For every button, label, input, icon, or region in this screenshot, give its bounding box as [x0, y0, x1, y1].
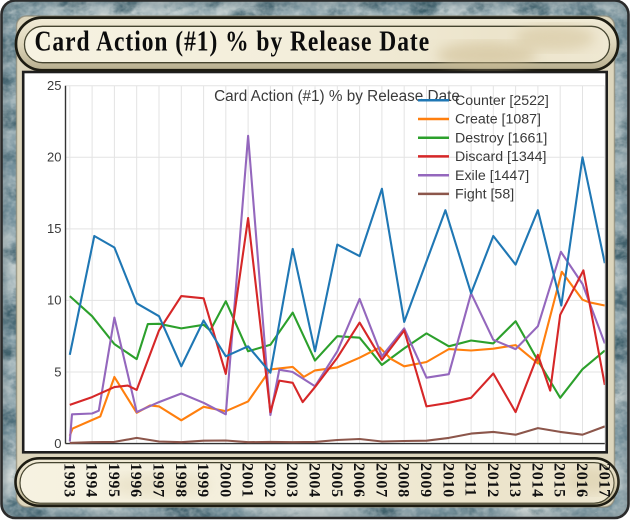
svg-text:Fight [58]: Fight [58]: [455, 187, 514, 203]
svg-text:0: 0: [54, 436, 61, 451]
svg-text:1995: 1995: [105, 463, 122, 498]
svg-text:2002: 2002: [261, 463, 278, 498]
svg-text:1994: 1994: [83, 463, 100, 498]
svg-text:2006: 2006: [350, 463, 367, 498]
svg-text:2016: 2016: [573, 463, 590, 498]
svg-text:Card Action (#1) % by Release: Card Action (#1) % by Release Date: [214, 88, 460, 105]
svg-text:2012: 2012: [484, 463, 501, 498]
svg-text:2003: 2003: [283, 463, 300, 498]
svg-text:10: 10: [47, 293, 61, 308]
svg-text:2010: 2010: [439, 463, 456, 498]
svg-text:2015: 2015: [551, 463, 568, 498]
svg-text:Destroy [1661]: Destroy [1661]: [455, 130, 547, 146]
svg-text:15: 15: [47, 221, 61, 236]
svg-text:1996: 1996: [127, 463, 144, 498]
svg-text:2005: 2005: [328, 463, 345, 498]
svg-text:25: 25: [47, 78, 61, 93]
svg-text:2013: 2013: [506, 463, 523, 498]
svg-text:1998: 1998: [172, 463, 189, 498]
svg-text:1997: 1997: [150, 463, 167, 498]
svg-text:2009: 2009: [417, 463, 434, 498]
svg-text:Discard [1344]: Discard [1344]: [455, 149, 546, 165]
svg-text:2001: 2001: [239, 463, 256, 498]
svg-text:2008: 2008: [395, 463, 412, 498]
svg-text:Create [1087]: Create [1087]: [455, 112, 541, 128]
svg-text:5: 5: [54, 364, 61, 379]
svg-text:2017: 2017: [595, 463, 612, 498]
svg-text:2000: 2000: [216, 463, 233, 498]
svg-text:2011: 2011: [462, 463, 479, 497]
svg-text:1993: 1993: [60, 463, 77, 498]
svg-text:Card Action (#1) % by Release: Card Action (#1) % by Release Date: [35, 24, 431, 57]
svg-text:2004: 2004: [306, 463, 323, 498]
svg-text:Exile [1447]: Exile [1447]: [455, 168, 529, 184]
svg-text:1999: 1999: [194, 463, 211, 498]
svg-text:20: 20: [47, 150, 61, 165]
svg-text:2014: 2014: [528, 463, 545, 498]
svg-text:Counter [2522]: Counter [2522]: [455, 93, 549, 109]
svg-text:2007: 2007: [372, 463, 389, 498]
